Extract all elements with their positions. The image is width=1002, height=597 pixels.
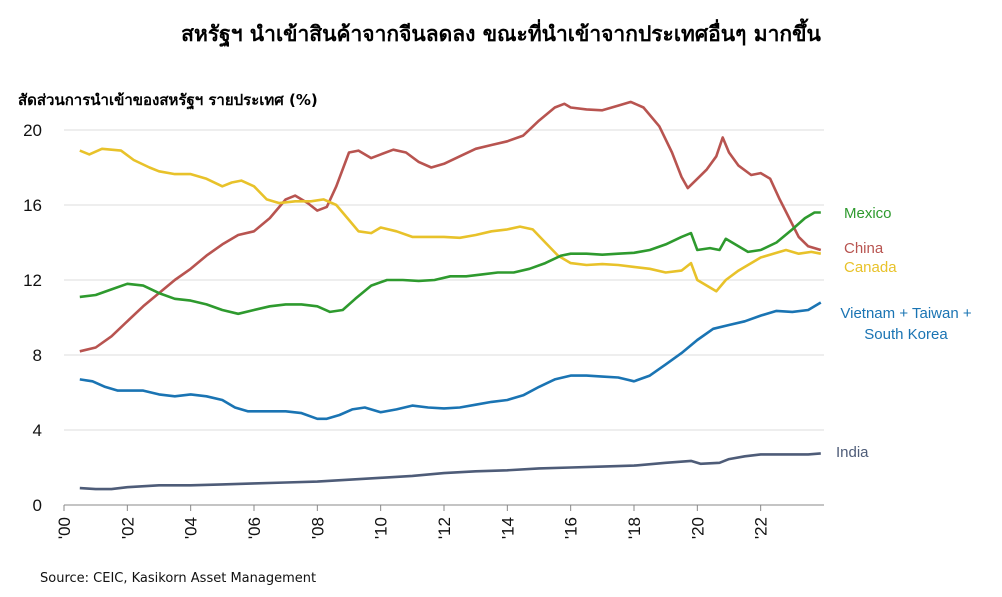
y-axis-ticks: 0 4 8 12 16 20: [23, 121, 42, 515]
series-line-mexico: [79, 211, 821, 316]
y-tick-label: 16: [23, 196, 42, 215]
x-tick-label: '20: [688, 517, 707, 539]
series-line-india: [79, 452, 821, 491]
x-tick-label: '22: [752, 517, 771, 539]
y-tick-label: 20: [23, 121, 42, 140]
series-lines: [79, 100, 822, 491]
y-tick-label: 8: [33, 346, 42, 365]
series-label: China: [844, 240, 884, 257]
x-tick-label: '04: [182, 517, 201, 539]
y-tick-label: 0: [33, 496, 42, 515]
source-note: Source: CEIC, Kasikorn Asset Management: [40, 571, 317, 586]
series-label: Canada: [844, 259, 897, 276]
series-label: India: [836, 444, 869, 461]
series-label: Mexico: [844, 205, 892, 222]
series-label-line: Vietnam + Taiwan +: [840, 305, 971, 322]
y-tick-label: 4: [33, 421, 42, 440]
x-tick-label: '12: [435, 517, 454, 539]
series-label-line: South Korea: [864, 326, 948, 343]
x-tick-label: '06: [245, 517, 264, 539]
x-axis-ticks: '00 '02 '04 '06 '08 '10 '12 '14 '16 '18 '20 '22: [55, 517, 771, 539]
x-tick-label: '14: [498, 517, 517, 539]
series-line-china: [79, 100, 822, 353]
x-tick-label: '10: [372, 517, 391, 539]
y-axis-label: สัดส่วนการนำเข้าของสหรัฐฯ รายประเทศ (%): [18, 91, 318, 109]
series-labels: China Canada Mexico Vietnam + Taiwan + South…: [836, 205, 972, 461]
series-label: Vietnam + Taiwan + South Korea: [840, 305, 971, 343]
x-tick-label: '18: [625, 517, 644, 539]
series-line-canada: [79, 147, 822, 293]
x-tick-label: '02: [118, 517, 137, 539]
y-tick-label: 12: [23, 271, 42, 290]
x-axis: [63, 504, 824, 511]
series-line-vietnam-taiwan-south-korea: [79, 301, 822, 421]
chart-title: สหรัฐฯ นำเข้าสินค้าจากจีนลดลง ขณะที่นำเข…: [181, 22, 821, 46]
x-tick-label: '16: [562, 517, 581, 539]
x-tick-label: '08: [308, 517, 327, 539]
x-tick-label: '00: [55, 517, 74, 539]
